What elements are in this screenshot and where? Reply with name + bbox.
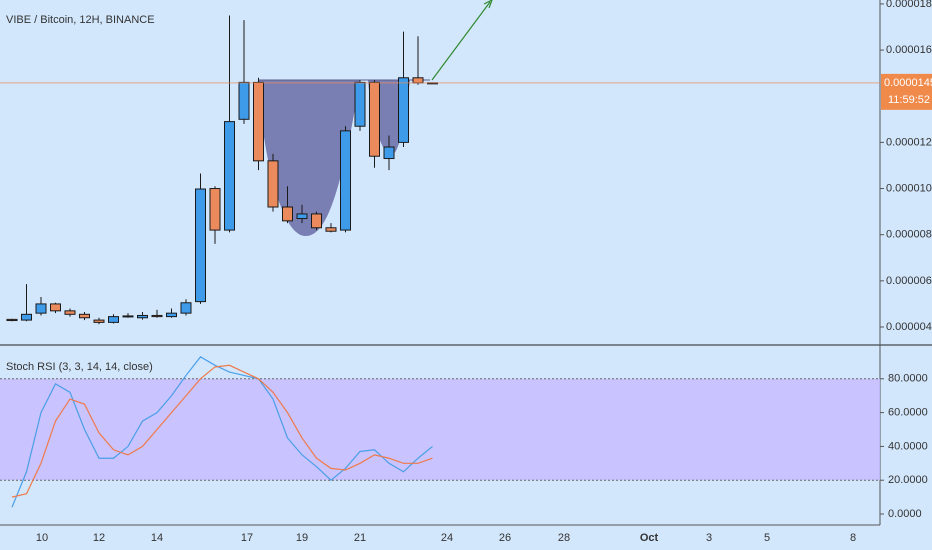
candle-body: [108, 316, 119, 323]
countdown: 11:59:52: [888, 94, 930, 106]
arrow-head: [483, 0, 493, 9]
x-tick-label: 8: [850, 532, 856, 544]
candle-body: [398, 77, 409, 143]
candle-body: [267, 160, 279, 208]
x-tick-label: 21: [354, 532, 366, 544]
y-tick-label: 0.00001000: [886, 182, 932, 194]
y-tick-label: 0.00001800: [886, 0, 932, 10]
candle-body: [209, 188, 221, 231]
candle-body: [238, 81, 250, 120]
y-tick-label: 0.00000800: [886, 229, 932, 241]
y-tick-label: 40.0000: [888, 440, 928, 452]
candle-body: [369, 81, 380, 157]
candle-body: [195, 188, 206, 303]
y-tick-label: 0.00000400: [886, 321, 932, 333]
last-price-box: [881, 73, 932, 110]
x-tick-label: 26: [499, 532, 511, 544]
candle-body: [166, 312, 177, 318]
candle-body: [180, 302, 192, 314]
candle-body: [64, 310, 76, 315]
candle-body: [253, 81, 264, 162]
x-tick-label: Oct: [640, 532, 659, 544]
candle-body: [93, 319, 105, 323]
last-price-label: 0.00001458: [884, 77, 932, 89]
x-tick-label: 12: [93, 532, 105, 544]
y-tick-label: 0.0000: [888, 508, 922, 520]
x-tick-label: 19: [296, 532, 308, 544]
candle-body: [151, 314, 163, 318]
indicator-title: Stoch RSI (3, 3, 14, 14, close): [6, 361, 153, 373]
y-tick-label: 60.0000: [888, 407, 928, 419]
candle-body: [137, 314, 148, 319]
x-tick-label: 24: [441, 532, 453, 544]
candle-body: [6, 318, 18, 322]
x-tick-label: 10: [36, 532, 48, 544]
x-tick-label: 14: [151, 532, 163, 544]
candle-body: [282, 206, 293, 222]
y-tick-label: 80.0000: [888, 373, 928, 385]
candle-body: [296, 213, 308, 220]
candle-body: [79, 313, 90, 319]
candle-body: [412, 77, 424, 84]
candle-body: [224, 121, 235, 231]
y-tick-label: 20.0000: [888, 474, 928, 486]
y-tick-label: 0.00000600: [886, 275, 932, 287]
stoch-line: [11, 364, 433, 498]
chart-title: VIBE / Bitcoin, 12H, BINANCE: [6, 14, 155, 26]
y-tick-label: 0.00001600: [886, 44, 932, 56]
candle-body: [122, 315, 134, 318]
candle-body: [311, 213, 322, 229]
candle-body: [325, 227, 337, 232]
candle-body: [21, 313, 32, 321]
candle-body: [340, 130, 351, 231]
x-tick-label: 17: [241, 532, 253, 544]
stoch-line: [11, 356, 433, 508]
arrow: [431, 1, 491, 81]
y-tick-label: 0.00001200: [886, 136, 932, 148]
candle-body: [35, 303, 47, 314]
stoch-band: [0, 378, 880, 481]
x-tick-label: 3: [706, 532, 712, 544]
x-tick-label: 5: [764, 532, 770, 544]
candle-body: [383, 146, 395, 160]
candle-body: [354, 81, 366, 127]
x-tick-label: 28: [558, 532, 570, 544]
candle-body: [50, 303, 61, 312]
cup-pattern: [258, 80, 410, 237]
